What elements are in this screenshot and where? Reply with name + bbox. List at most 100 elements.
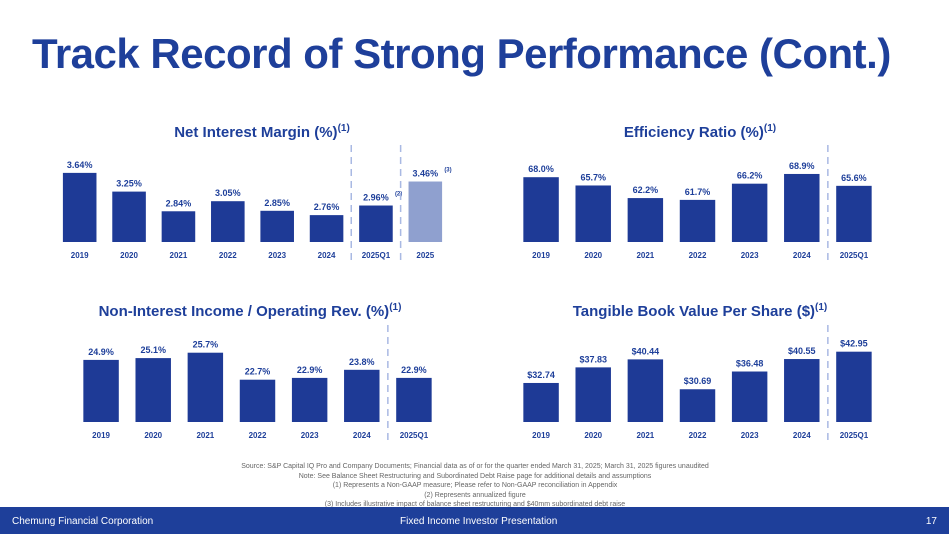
nim-bar	[161, 211, 196, 242]
nii-bar	[344, 369, 380, 422]
tbv-bar	[627, 359, 664, 422]
nim-bar	[309, 215, 344, 242]
efficiency-data-label: 68.9%	[789, 161, 815, 171]
nim-data-label: 3.46%	[413, 169, 439, 179]
efficiency-tick-label: 2019	[532, 251, 550, 260]
nim-bar	[359, 205, 393, 242]
efficiency-tick-label: 2023	[741, 251, 759, 260]
nim-title-sup: (1)	[337, 123, 350, 134]
efficiency-data-label: 68.0%	[528, 164, 554, 174]
footnote-1: (1) Represents a Non-GAAP measure; Pleas…	[332, 482, 618, 489]
nii-data-label: 22.9%	[297, 365, 323, 375]
nii-title-text: Non-Interest Income / Operating Rev. (%)	[98, 303, 390, 320]
efficiency-title-sup: (1)	[763, 123, 777, 134]
tbv-bar	[679, 389, 716, 422]
efficiency-bar	[836, 185, 872, 242]
footnote-note: Note: See Balance Sheet Restructuring an…	[298, 472, 652, 480]
efficiency-tick-label: 2021	[636, 251, 654, 260]
nim-data-label: 2.85%	[264, 198, 290, 208]
tbv-bar	[836, 351, 872, 422]
nii-bar	[83, 359, 119, 422]
tbv-data-label: $40.44	[632, 346, 660, 356]
nim-tick-label: 2022	[219, 251, 237, 260]
nim-bar	[62, 172, 97, 242]
tbv-data-label: $32.74	[527, 370, 555, 380]
tbv-bar	[784, 359, 820, 422]
efficiency-data-label: 65.6%	[841, 173, 867, 183]
tbv-chart-title: Tangible Book Value Per Share ($)(1)	[500, 302, 900, 320]
nii-data-label: 22.7%	[245, 367, 271, 377]
tbv-tick-label: 2022	[689, 431, 707, 440]
nim-tick-label: 2025Q1	[362, 251, 391, 260]
footer-presentation: Fixed Income Investor Presentation	[400, 516, 558, 527]
nii-bar	[239, 379, 276, 422]
nim-data-label-sup: (3)	[444, 168, 451, 174]
efficiency-bar	[523, 177, 559, 242]
footnote-source: Source: S&P Capital IQ Pro and Company D…	[241, 463, 709, 470]
tbv-data-label: $42.95	[840, 339, 868, 349]
nii-tick-label: 2021	[196, 431, 214, 440]
efficiency-bar-chart: 68.0% 2019 65.7% 2020 62.2% 2021 61.7% 2022 66.2…	[523, 145, 872, 262]
tbv-tick-label: 2021	[636, 431, 654, 440]
nii-bar	[291, 377, 328, 422]
nii-chart-title: Non-Interest Income / Operating Rev. (%)…	[50, 302, 450, 320]
tbv-data-label: $37.83	[579, 354, 607, 364]
nim-title-text: Net Interest Margin (%)	[174, 124, 338, 141]
tbv-bar	[523, 382, 559, 422]
tbv-data-label: $36.48	[736, 359, 764, 369]
efficiency-data-label: 66.2%	[737, 171, 763, 181]
nii-bar-chart: 24.9% 2019 25.1% 2020 25.7% 2021 22.7% 2022 22.9…	[83, 325, 432, 442]
tbv-title-sup: (1)	[815, 302, 828, 313]
nim-bar	[260, 210, 294, 242]
efficiency-bar	[679, 199, 716, 242]
nim-data-label: 3.05%	[215, 188, 241, 198]
nim-bar	[408, 181, 443, 242]
nim-tick-label: 2019	[71, 251, 89, 260]
efficiency-tick-label: 2024	[793, 251, 811, 260]
tbv-data-label: $30.69	[684, 376, 712, 386]
tbv-bar	[575, 367, 611, 422]
efficiency-data-label: 65.7%	[580, 172, 606, 182]
nim-data-label: 3.64%	[67, 160, 93, 170]
nim-data-label-sup: (2)	[395, 192, 402, 198]
efficiency-chart-title: Efficiency Ratio (%)(1)	[500, 123, 900, 141]
efficiency-tick-label: 2025Q1	[840, 251, 869, 260]
nii-data-label: 23.8%	[349, 357, 375, 367]
nii-data-label: 22.9%	[401, 365, 427, 375]
nii-title-sup: (1)	[389, 302, 402, 313]
nim-bar	[112, 191, 146, 242]
nim-bar	[211, 201, 245, 242]
tbv-tick-label: 2024	[793, 431, 811, 440]
nii-tick-label: 2022	[249, 431, 267, 440]
tbv-tick-label: 2025Q1	[840, 431, 869, 440]
nii-data-label: 24.9%	[88, 347, 114, 357]
efficiency-tick-label: 2020	[584, 251, 602, 260]
tbv-data-label: $40.55	[788, 346, 816, 356]
nii-tick-label: 2025Q1	[400, 431, 429, 440]
footnote-3: (3) Includes illustrative impact of bala…	[324, 501, 626, 508]
nii-tick-label: 2019	[92, 431, 110, 440]
page-number: 17	[925, 516, 937, 527]
footnote-2: (2) Represents annualized figure	[424, 491, 526, 499]
efficiency-bar	[627, 198, 664, 242]
nim-data-label: 2.96%	[363, 193, 389, 203]
nii-tick-label: 2023	[301, 431, 319, 440]
tbv-tick-label: 2019	[532, 431, 550, 440]
tbv-bar	[731, 371, 768, 422]
page-title: Track Record of Strong Performance (Cont…	[32, 30, 891, 77]
nim-tick-label: 2024	[318, 251, 336, 260]
tbv-title-text: Tangible Book Value Per Share ($)	[572, 303, 816, 320]
efficiency-data-label: 61.7%	[685, 187, 711, 197]
footer-bar: Chemung Financial Corporation Fixed Inco…	[0, 507, 949, 534]
tbv-tick-label: 2020	[584, 431, 602, 440]
nim-chart-title: Net Interest Margin (%)(1)	[62, 123, 462, 141]
nim-bar-chart: 3.64% 2019 3.25% 2020 2.84% 2021 3.05% 2022 2.85…	[62, 145, 452, 262]
nim-data-label: 2.84%	[166, 198, 192, 208]
efficiency-data-label: 62.2%	[633, 185, 659, 195]
nii-bar	[396, 377, 432, 422]
nim-data-label: 3.25%	[116, 179, 142, 189]
tbv-bar-chart: $32.74 2019 $37.83 2020 $40.44 2021 $30.69 2022…	[523, 325, 872, 442]
footnotes: Source: S&P Capital IQ Pro and Company D…	[150, 462, 800, 510]
nim-tick-label: 2021	[170, 251, 188, 260]
efficiency-tick-label: 2022	[689, 251, 707, 260]
